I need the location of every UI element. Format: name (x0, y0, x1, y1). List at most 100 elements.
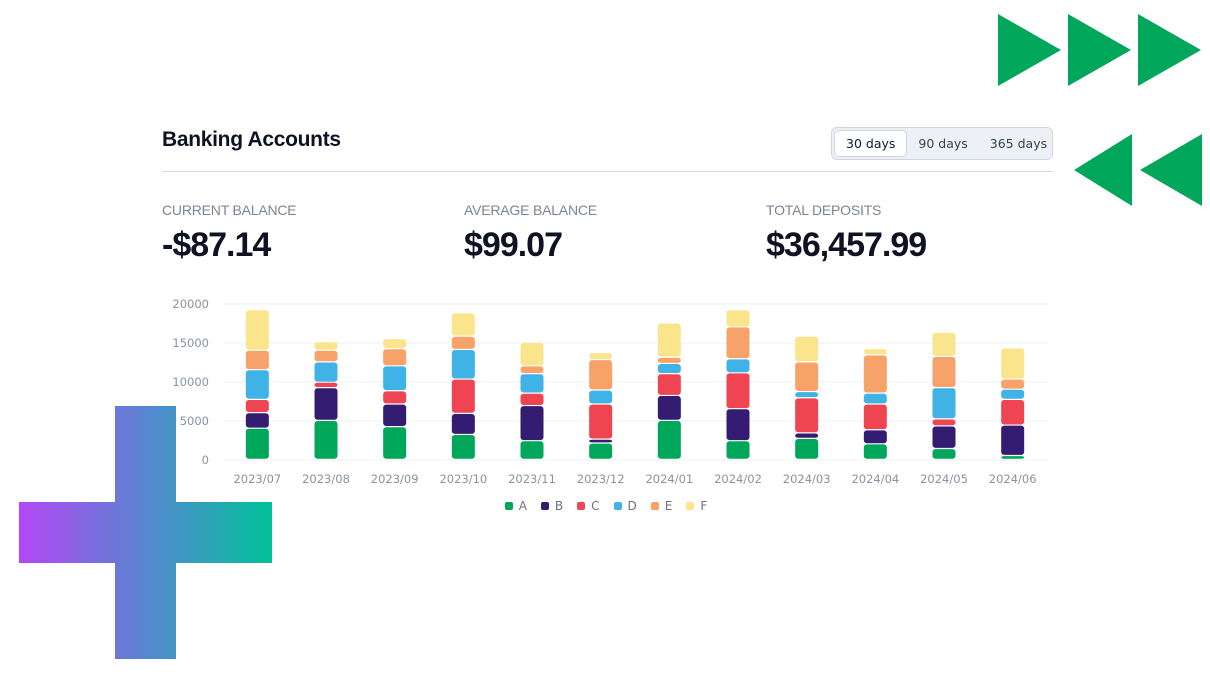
bar-segment-c (451, 379, 475, 413)
bar-segment-a (863, 444, 887, 459)
average-balance-value: $99.07 (464, 226, 563, 264)
bar-segment-e (795, 362, 819, 391)
fast-forward-icon (998, 14, 1201, 86)
bar-segment-a (245, 428, 269, 459)
bar-segment-a (1001, 456, 1025, 459)
bar-segment-a (520, 441, 544, 459)
bar-segment-f (245, 310, 269, 350)
bar-segment-d (795, 392, 819, 398)
bar-segment-b (589, 439, 613, 443)
total-deposits-stat: TOTAL DEPOSITS $36,457.99 (766, 202, 927, 265)
bar-segment-f (726, 310, 750, 327)
bar-segment-a (314, 421, 338, 459)
range-90-days-button[interactable]: 90 days (918, 136, 968, 151)
bar-segment-f (314, 342, 338, 350)
x-tick-label: 2023/09 (371, 472, 419, 486)
bar-segment-b (1001, 425, 1025, 455)
bar-segment-d (383, 366, 407, 391)
bar-segment-a (657, 421, 681, 459)
x-tick-label: 2023/08 (302, 472, 350, 486)
legend-swatch-f (686, 502, 695, 510)
bar-segment-f (451, 313, 475, 336)
bar-segment-e (932, 357, 956, 388)
bar-segment-d (726, 359, 750, 373)
legend-item-e[interactable]: E (650, 499, 673, 513)
legend-item-a[interactable]: A (504, 499, 527, 513)
bar-segment-c (520, 393, 544, 405)
total-deposits-label: TOTAL DEPOSITS (766, 202, 882, 218)
x-tick-label: 2024/05 (920, 472, 968, 486)
bar-segment-a (795, 438, 819, 459)
bar-segment-f (932, 332, 956, 356)
bar-segment-b (932, 426, 956, 448)
average-balance-stat: AVERAGE BALANCE $99.07 (464, 202, 597, 265)
bar-segment-e (383, 349, 407, 366)
bar-segment-c (314, 382, 338, 388)
x-tick-label: 2024/01 (645, 472, 693, 486)
y-tick-label: 10000 (172, 375, 209, 389)
bar-segment-b (245, 413, 269, 428)
bar-segment-f (383, 339, 407, 349)
stacked-bar-chart: 0 5000 10000 15000 20000 2023/07 2023/08 2023/0… (172, 297, 1048, 486)
legend-item-b[interactable]: B (540, 499, 564, 513)
bar-segment-c (932, 419, 956, 426)
y-tick-label: 0 (202, 453, 209, 467)
x-tick-label: 2023/12 (577, 472, 625, 486)
bar-segment-a (451, 435, 475, 459)
bar-segment-a (589, 443, 613, 459)
plus-icon (19, 406, 272, 659)
header-divider (162, 171, 1053, 172)
legend-swatch-a (504, 502, 513, 510)
y-tick-label: 20000 (172, 297, 209, 311)
legend-label-c: C (591, 499, 600, 513)
bar-segment-b (383, 404, 407, 427)
bar-segment-c (245, 399, 269, 412)
legend-item-c[interactable]: C (577, 499, 600, 513)
bar-segment-e (245, 350, 269, 370)
current-balance-stat: CURRENT BALANCE -$87.14 (162, 202, 297, 265)
legend-swatch-d (613, 502, 622, 510)
range-30-days-button[interactable]: 30 days (834, 130, 908, 157)
x-tick-label: 2023/10 (439, 472, 487, 486)
bar-segment-c (726, 373, 750, 409)
bar-segment-d (451, 350, 475, 379)
bar-segment-c (383, 391, 407, 404)
x-tick-label: 2023/07 (233, 472, 281, 486)
total-deposits-value: $36,457.99 (766, 226, 927, 264)
bar-segment-c (795, 398, 819, 433)
bar-segment-b (795, 433, 819, 438)
legend-label-f: F (700, 499, 708, 513)
average-balance-label: AVERAGE BALANCE (464, 202, 597, 218)
bar-segment-a (383, 427, 407, 459)
bar-segment-e (589, 360, 613, 390)
bar-segment-b (314, 388, 338, 420)
bar-segment-e (657, 357, 681, 363)
bar-segment-d (1001, 389, 1025, 399)
bar-segment-c (863, 404, 887, 430)
date-range-selector: 30 days 90 days 365 days (831, 127, 1053, 160)
x-tick-label: 2023/11 (508, 472, 556, 486)
legend-label-b: B (554, 499, 564, 513)
y-tick-label: 5000 (180, 414, 209, 428)
bar-segment-e (451, 336, 475, 349)
bar-segment-e (314, 350, 338, 362)
legend-swatch-e (650, 502, 659, 510)
bar-segment-d (863, 393, 887, 404)
bar-segment-f (657, 323, 681, 357)
bar-segment-b (520, 406, 544, 441)
bar-segment-c (1001, 399, 1025, 425)
bar-segment-c (589, 404, 613, 439)
bar-segment-c (657, 374, 681, 395)
bar-segment-f (589, 353, 613, 359)
x-tick-label: 2024/03 (783, 472, 831, 486)
legend-item-f[interactable]: F (686, 499, 707, 513)
rewind-icon (1074, 134, 1202, 206)
bar-segment-d (314, 362, 338, 382)
legend-label-e: E (664, 499, 673, 513)
range-365-days-button[interactable]: 365 days (989, 136, 1048, 151)
current-balance-value: -$87.14 (162, 226, 271, 264)
current-balance-label: CURRENT BALANCE (162, 202, 297, 218)
legend-item-d[interactable]: D (613, 499, 637, 513)
bar-segment-f (863, 349, 887, 355)
bar-segment-d (932, 388, 956, 419)
